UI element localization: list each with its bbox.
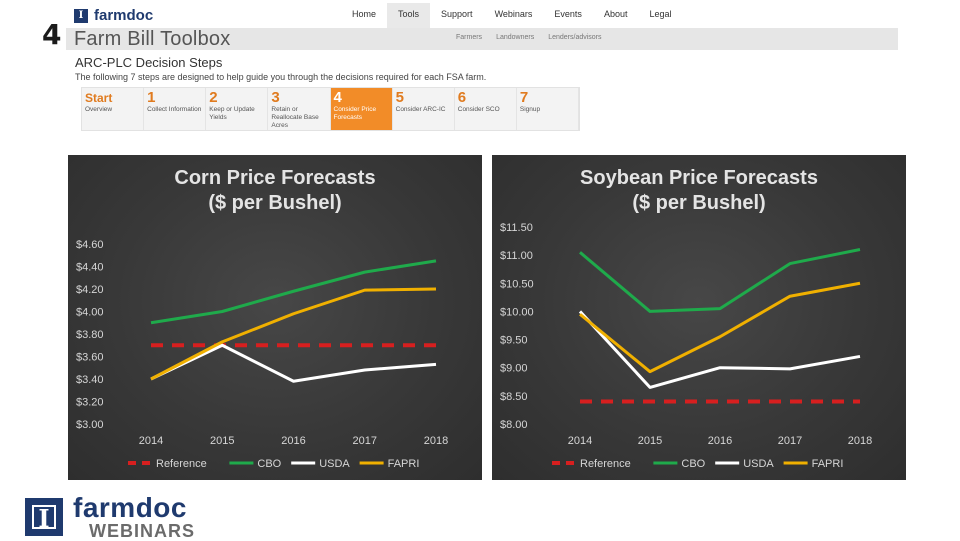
y-tick-label: $8.00 xyxy=(500,419,528,431)
step-7[interactable]: 7 Signup xyxy=(517,88,579,130)
nav-item-support[interactable]: Support xyxy=(441,9,473,19)
legend-label: CBO xyxy=(257,458,281,470)
legend-label: Reference xyxy=(580,458,631,470)
y-tick-label: $3.80 xyxy=(76,329,104,341)
link-lenders-advisors[interactable]: Lenders/advisors xyxy=(548,34,602,41)
legend-label: FAPRI xyxy=(388,458,420,470)
nav-item-legal[interactable]: Legal xyxy=(649,9,672,19)
chart-title: Soybean Price Forecasts xyxy=(580,167,818,189)
x-tick-label: 2017 xyxy=(778,435,802,447)
step-label: Consider ARC-IC xyxy=(395,106,446,113)
x-tick-label: 2014 xyxy=(568,435,592,447)
step-label: Overview xyxy=(85,106,113,113)
x-tick-label: 2015 xyxy=(210,435,234,447)
step-4[interactable]: 4 Consider Price Forecasts xyxy=(330,88,393,130)
legend-label: USDA xyxy=(319,458,350,470)
footer-logo: I farmdoc WEBINARS xyxy=(25,494,195,540)
step-number: 7 xyxy=(519,89,529,106)
series-line-usda xyxy=(578,310,861,389)
footer-brand-sub: WEBINARS xyxy=(89,521,195,541)
step-2[interactable]: 2 Keep or Update Yields xyxy=(206,88,269,130)
decision-steps-subtitle: The following 7 steps are designed to he… xyxy=(75,72,487,82)
y-tick-label: $4.40 xyxy=(76,262,104,274)
page-title: Farm Bill Toolbox xyxy=(74,28,231,50)
nav-item-about[interactable]: About xyxy=(603,9,628,19)
soybean-price-chart: Soybean Price Forecasts ($ per Bushel) $8.… xyxy=(492,155,906,480)
series-line-cbo xyxy=(579,248,861,313)
step-6[interactable]: 6 Consider SCO xyxy=(455,88,517,130)
illinois-block-i-icon: I xyxy=(25,498,63,536)
y-tick-label: $10.50 xyxy=(500,278,534,290)
y-tick-label: $3.40 xyxy=(76,374,104,386)
audience-links: Farmers Landowners Lenders/advisors xyxy=(456,34,602,41)
step-label: Keep or Update Yields xyxy=(209,106,255,121)
corn-chart-svg: Corn Price Forecasts ($ per Bushel) $3.00 $… xyxy=(76,167,448,470)
step-label: Collect Information xyxy=(147,106,202,113)
decision-steps-bar: Start Overview 1 Collect Information 2 K… xyxy=(81,87,580,131)
legend-label: USDA xyxy=(743,458,774,470)
legend-label: CBO xyxy=(681,458,705,470)
y-tick-label: $9.50 xyxy=(500,335,528,347)
site-header: I farmdoc Home Tools Support Webinars Ev… xyxy=(66,0,898,52)
link-farmers[interactable]: Farmers xyxy=(456,34,483,41)
y-tick-label: $9.00 xyxy=(500,363,528,375)
step-number: 6 xyxy=(457,89,467,106)
legend-label: FAPRI xyxy=(812,458,844,470)
y-tick-label: $3.60 xyxy=(76,352,104,364)
step-number: 5 xyxy=(395,89,404,106)
y-tick-label: $4.00 xyxy=(76,307,104,319)
step-1[interactable]: 1 Collect Information xyxy=(144,88,207,130)
y-tick-label: $4.60 xyxy=(76,239,104,251)
series-line-usda xyxy=(150,343,437,383)
step-number: Start xyxy=(85,91,113,105)
step-number: 4 xyxy=(333,89,342,106)
step-label: Signup xyxy=(519,106,541,113)
series-line-cbo xyxy=(150,259,437,325)
step-number: 2 xyxy=(209,89,218,106)
step-label: Consider Price Forecasts xyxy=(333,106,377,121)
x-tick-label: 2015 xyxy=(638,435,662,447)
illinois-block-i-icon: I xyxy=(74,8,88,23)
x-tick-label: 2014 xyxy=(139,435,163,447)
step-5[interactable]: 5 Consider ARC-IC xyxy=(393,88,455,130)
step-number: 1 xyxy=(147,89,156,106)
chart-subtitle: ($ per Bushel) xyxy=(208,192,341,214)
y-tick-label: $11.50 xyxy=(500,222,533,234)
nav-item-webinars[interactable]: Webinars xyxy=(494,9,533,19)
link-landowners[interactable]: Landowners xyxy=(496,34,535,41)
site-logo[interactable]: I farmdoc xyxy=(74,7,153,24)
x-tick-label: 2018 xyxy=(424,435,448,447)
step-number: 3 xyxy=(271,89,280,106)
series-line-fapri xyxy=(150,287,437,381)
corn-price-chart: Corn Price Forecasts ($ per Bushel) $3.00 $… xyxy=(68,155,482,480)
slide-number: 4 xyxy=(42,18,62,51)
site-logo-text: farmdoc xyxy=(94,7,154,24)
y-tick-label: $4.20 xyxy=(76,284,104,296)
y-tick-label: $8.50 xyxy=(500,391,528,403)
chart-subtitle: ($ per Bushel) xyxy=(632,192,765,214)
toolbox-bar: Farm Bill Toolbox Farmers Landowners Len… xyxy=(66,28,898,50)
y-tick-label: $3.20 xyxy=(76,397,104,409)
nav-item-home[interactable]: Home xyxy=(352,9,377,19)
step-label: Consider SCO xyxy=(457,106,500,113)
y-tick-label: $3.00 xyxy=(76,419,104,431)
step-start[interactable]: Start Overview xyxy=(82,88,145,130)
x-tick-label: 2016 xyxy=(708,435,732,447)
legend-label: Reference xyxy=(156,458,207,470)
y-tick-label: $10.00 xyxy=(500,306,534,318)
x-tick-label: 2017 xyxy=(353,435,377,447)
nav-item-events[interactable]: Events xyxy=(554,9,582,19)
y-tick-label: $11.00 xyxy=(500,250,533,262)
series-line-fapri xyxy=(579,281,861,374)
footer-brand: farmdoc xyxy=(73,492,187,523)
x-tick-label: 2018 xyxy=(848,435,872,447)
x-tick-label: 2016 xyxy=(281,435,305,447)
decision-steps-title: ARC-PLC Decision Steps xyxy=(75,55,223,70)
step-3[interactable]: 3 Retain or Reallocate Base Acres xyxy=(268,88,331,130)
chart-title: Corn Price Forecasts xyxy=(174,167,375,189)
step-label: Retain or Reallocate Base Acres xyxy=(271,106,319,129)
soybean-chart-svg: Soybean Price Forecasts ($ per Bushel) $8.… xyxy=(500,167,872,470)
